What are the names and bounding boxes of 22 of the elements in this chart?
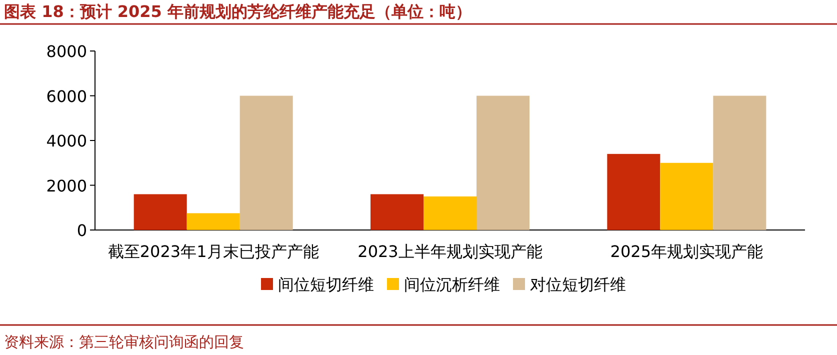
bar — [186, 213, 240, 230]
bar — [240, 96, 293, 230]
bar — [476, 96, 530, 230]
legend-label: 间位沉析纤维 — [404, 275, 500, 294]
bar — [713, 96, 766, 230]
bar — [660, 162, 714, 230]
y-tick-label: 8000 — [46, 42, 87, 61]
legend-label: 对位短切纤维 — [530, 275, 626, 294]
text: 资料来源：第三轮审核问询函的回复 — [4, 333, 244, 351]
bar — [607, 154, 660, 230]
x-tick-label: 2025年规划实现产能 — [610, 242, 764, 261]
y-tick-label: 6000 — [46, 86, 87, 106]
x-tick-label: 截至2023年1月末已投产产能 — [108, 242, 319, 261]
x-tick-label: 2023上半年规划实现产能 — [358, 242, 542, 261]
legend-label: 间位短切纤维 — [278, 275, 374, 294]
y-tick-label: 4000 — [46, 132, 87, 150]
chart-title: 图表 18：预计 2025 年前规划的芳纶纤维产能充足（单位：吨） — [4, 2, 472, 21]
bar — [134, 194, 187, 230]
bar — [424, 196, 476, 230]
y-tick-label: 0 — [76, 221, 87, 240]
y-tick-label: 2000 — [46, 176, 87, 196]
bar — [370, 194, 424, 230]
